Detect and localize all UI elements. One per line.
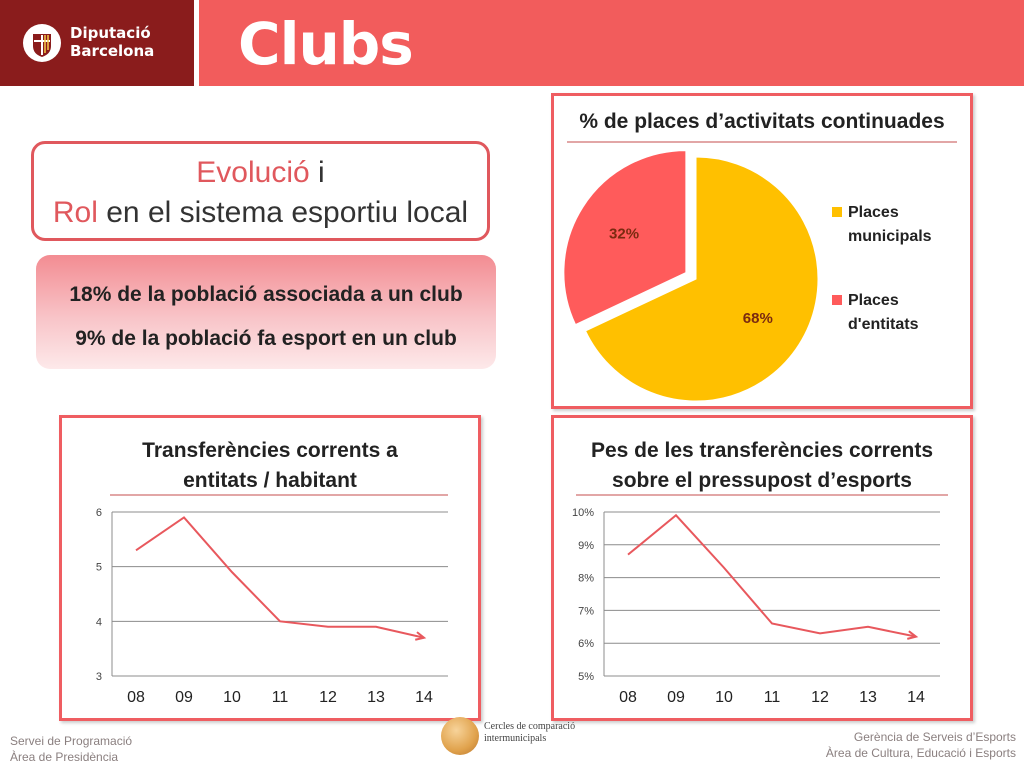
line-chart-1-title-rule — [110, 494, 448, 496]
y-tick-label: 4 — [96, 616, 102, 628]
diputacio-emblem-icon — [23, 24, 61, 62]
footer-left: Servei de Programació Àrea de Presidènci… — [10, 733, 132, 765]
footer-center-text: Cercles de comparació intermunicipals — [484, 721, 575, 745]
legend-swatch — [832, 207, 842, 217]
y-tick-label: 6 — [96, 507, 102, 519]
logo-line-2: Barcelona — [70, 42, 155, 60]
logo-text: Diputació Barcelona — [70, 24, 154, 60]
legend-label: d'entitats — [848, 316, 919, 333]
x-tick-label: 12 — [319, 689, 337, 706]
line-chart-1-title: Transferències corrents a entitats / hab… — [62, 436, 478, 496]
line-chart-1-title-line-2: entitats / habitant — [183, 469, 357, 492]
evolution-box: Evolució i Rol en el sistema esportiu lo… — [31, 141, 490, 241]
evolution-rest-2: en el sistema esportiu local — [97, 196, 469, 229]
line-chart-1-panel — [59, 415, 481, 721]
line-chart-2-title-line-2: sobre el pressupost d’esports — [612, 469, 912, 492]
header-band — [199, 0, 1024, 86]
legend-swatch — [832, 295, 842, 305]
footer-left-line-1: Servei de Programació — [10, 734, 133, 748]
evolution-highlight-1: Evolució — [196, 156, 310, 189]
header-logo-block: Diputació Barcelona — [0, 0, 194, 86]
footer-right-line-2: Àrea de Cultura, Educació i Esports — [825, 746, 1016, 760]
footer-right: Gerència de Serveis d’Esports Àrea de Cu… — [826, 729, 1016, 761]
y-tick-label: 3 — [96, 671, 102, 683]
x-tick-label: 10 — [715, 689, 733, 706]
x-tick-label: 11 — [764, 689, 781, 706]
pie-chart-title: % de places d’activitats continuades — [579, 110, 945, 133]
line-chart-2-title-line-1: Pes de les transferències corrents — [590, 439, 933, 462]
y-tick-label: 8% — [578, 573, 594, 585]
line-chart-2-title-rule — [576, 494, 948, 496]
evolution-highlight-2: Rol — [52, 196, 98, 229]
page-title: Clubs — [238, 10, 414, 78]
x-tick-label: 13 — [859, 689, 877, 706]
pie-slice — [584, 156, 819, 402]
line-chart-1-title-line-1: Transferències corrents a — [142, 439, 398, 462]
footer-center-line-1: Cercles de comparació — [484, 721, 576, 732]
series-line — [627, 513, 917, 638]
x-tick-label: 12 — [811, 689, 829, 706]
stat-line-2: 9% de la població fa esport en un club — [75, 327, 457, 350]
x-tick-label: 09 — [667, 689, 685, 706]
stat-line-1: 18% de la població associada a un club — [69, 283, 463, 306]
footer-center-line-2: intermunicipals — [484, 733, 547, 744]
x-tick-label: 13 — [367, 689, 385, 706]
x-tick-label: 10 — [223, 689, 241, 706]
x-tick-label: 11 — [272, 689, 289, 706]
globe-icon — [441, 717, 479, 755]
series-line — [135, 516, 425, 639]
x-tick-label: 09 — [175, 689, 193, 706]
pie-slice — [563, 150, 687, 326]
y-tick-label: 5% — [578, 671, 594, 683]
series-arrowhead — [415, 631, 427, 641]
stats-box: 18% de la població associada a un club 9… — [36, 255, 496, 369]
series-arrowhead — [907, 630, 919, 640]
x-tick-label: 08 — [619, 689, 637, 706]
line-chart-2-panel — [551, 415, 973, 721]
footer-left-line-2: Àrea de Presidència — [10, 750, 119, 764]
evolution-line-2: Rol en el sistema esportiu local — [34, 193, 487, 233]
y-tick-label: 10% — [572, 507, 594, 519]
y-tick-label: 7% — [578, 605, 594, 617]
legend-label: Places — [848, 292, 899, 309]
legend-label: Places — [848, 204, 899, 221]
x-tick-label: 08 — [127, 689, 145, 706]
evolution-rest-1: i — [309, 156, 325, 189]
header-gap — [194, 0, 199, 86]
pie-title-rule — [567, 141, 957, 143]
pie-data-label: 32% — [609, 225, 639, 242]
evolution-line-1: Evolució i — [34, 153, 487, 193]
pie-chart: 68% 32% Places municipals Places d'entitats — [563, 150, 932, 402]
x-tick-label: 14 — [907, 689, 925, 706]
line-chart-1: 3 4 5 6 08 09 10 11 12 13 14 — [96, 507, 448, 706]
logo-line-1: Diputació — [70, 24, 151, 42]
line-chart-2-title: Pes de les transferències corrents sobre… — [554, 436, 970, 496]
x-tick-label: 14 — [415, 689, 433, 706]
footer-right-line-1: Gerència de Serveis d’Esports — [853, 730, 1016, 744]
pie-data-label: 68% — [743, 310, 773, 327]
y-tick-label: 6% — [578, 638, 594, 650]
footer-center-logo: Cercles de comparació intermunicipals — [438, 715, 598, 761]
legend-label: municipals — [848, 228, 932, 245]
y-tick-label: 5 — [96, 562, 102, 574]
line-chart-2: 5% 6% 7% 8% 9% 10% 08 09 10 11 12 13 14 — [572, 507, 940, 706]
y-tick-label: 9% — [578, 540, 594, 552]
